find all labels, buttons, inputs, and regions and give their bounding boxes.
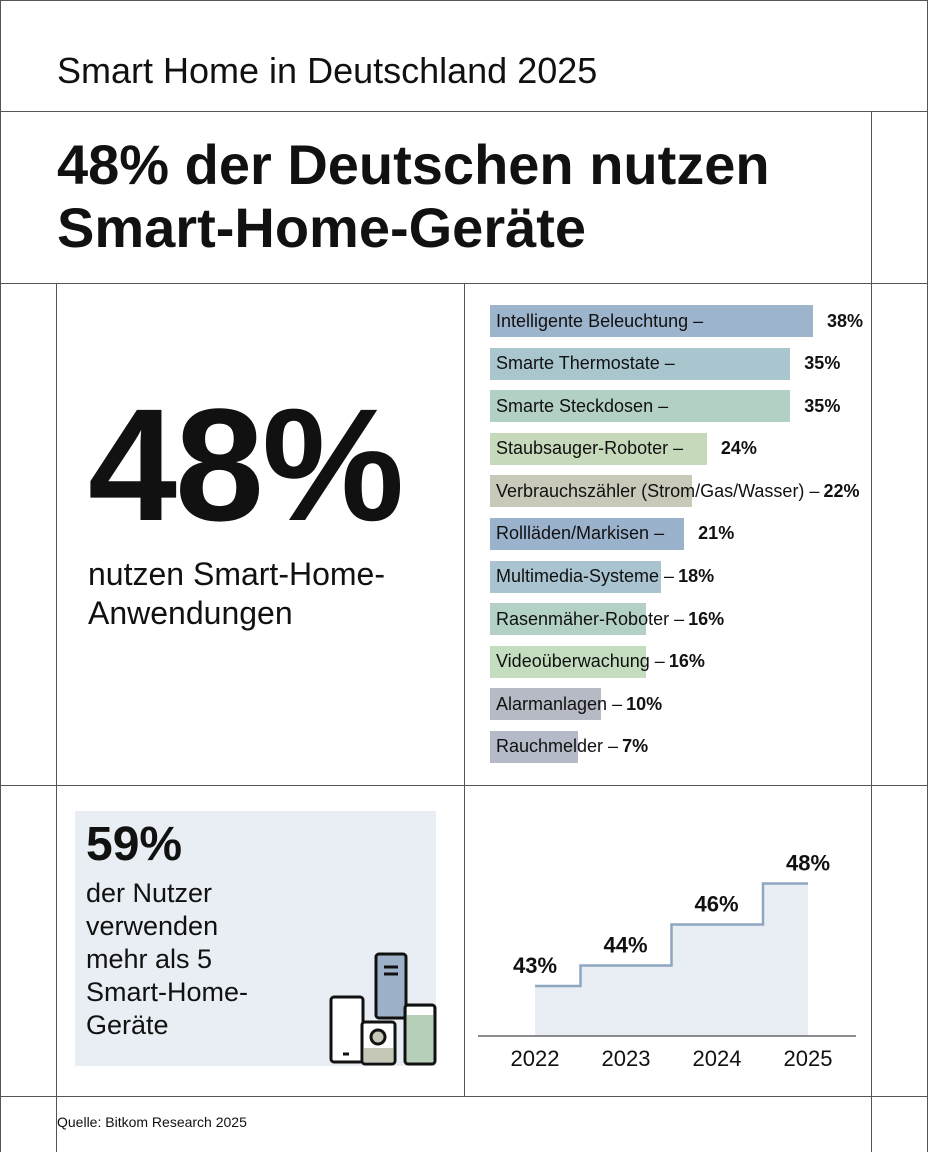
bar xyxy=(490,305,814,337)
divider xyxy=(0,0,928,1)
bar-value: 35% xyxy=(804,353,841,374)
bar-row: Verbrauchszähler (Strom/Gas/Wasser) – 22… xyxy=(490,475,863,508)
adoption-step-chart: 2022 43% 2023 44% 2024 46% 2025 48% xyxy=(478,851,856,1071)
devices-caption: der Nutzer verwenden mehr als 5 Smart-Ho… xyxy=(86,878,249,1040)
bar-value: 22% xyxy=(823,480,860,501)
bar xyxy=(490,517,685,550)
x-tick-label: 2022 xyxy=(511,1046,560,1071)
bar-label: Rauchmelder – xyxy=(496,736,619,757)
bar-label: Rollläden/Markisen – xyxy=(496,523,665,544)
divider xyxy=(0,0,1,1152)
bar-label: Rasenmäher-Roboter – xyxy=(496,608,685,629)
bar-row: Multimedia-Systeme – 18% xyxy=(490,560,863,593)
divider xyxy=(0,1096,928,1097)
bar-row: Intelligente Beleuchtung – 38% xyxy=(490,305,863,337)
bar-row: Rauchmelder – 7% xyxy=(490,730,863,763)
bar-row: Rasenmäher-Roboter – 16% xyxy=(490,603,863,636)
bar xyxy=(490,560,662,593)
divider xyxy=(0,111,928,112)
x-tick-label: 2024 xyxy=(693,1046,742,1071)
data-label: 46% xyxy=(694,892,738,917)
bar xyxy=(490,645,647,678)
devices-value: 59% xyxy=(86,818,183,871)
kpi-caption-line: Anwendungen xyxy=(88,595,293,631)
bar-row: Smarte Thermostate – 35% xyxy=(490,347,863,380)
source-note: Quelle: Bitkom Research 2025 xyxy=(57,1114,247,1130)
bar-row: Rollläden/Markisen – 21% xyxy=(490,517,863,550)
bar xyxy=(490,603,647,636)
bar-value: 7% xyxy=(622,736,649,757)
page-title: Smart Home in Deutschland 2025 xyxy=(57,50,598,91)
bar-value: 10% xyxy=(626,693,663,714)
headline: 48% der Deutschen nutzen Smart-Home-Gerä… xyxy=(57,133,857,259)
bar-label: Multimedia-Systeme – xyxy=(496,566,675,587)
bar-value: 24% xyxy=(720,438,757,459)
step-line xyxy=(535,882,808,988)
x-tick-label: 2023 xyxy=(602,1046,651,1071)
bar-value: 18% xyxy=(678,566,715,587)
bar-value: 38% xyxy=(827,310,864,331)
bar xyxy=(490,432,707,465)
bar-value: 21% xyxy=(698,523,735,544)
headline-line: 48% der Deutschen nutzen xyxy=(57,133,770,196)
kpi-value: 48% xyxy=(88,375,404,554)
bar xyxy=(490,347,791,380)
divider xyxy=(871,111,872,1152)
kpi-caption: nutzen Smart-Home- Anwendungen xyxy=(88,555,385,633)
bar-label: Verbrauchszähler (Strom/Gas/Wasser) – xyxy=(496,480,820,501)
bar xyxy=(490,688,601,721)
bar-label: Staubsauger-Roboter – xyxy=(496,438,684,459)
data-label: 44% xyxy=(603,933,647,958)
bar-value: 16% xyxy=(688,608,725,629)
bar-row: Staubsauger-Roboter – 24% xyxy=(490,432,863,465)
device-usage-bar-chart: Intelligente Beleuchtung – 38% Smarte Th… xyxy=(490,305,863,774)
bar-label: Intelligente Beleuchtung – xyxy=(496,310,704,331)
bar xyxy=(490,475,692,508)
divider xyxy=(464,283,465,1096)
bar-value: 16% xyxy=(668,651,705,672)
divider xyxy=(56,283,57,1152)
bar-row: Videoüberwachung – 16% xyxy=(490,645,863,678)
data-label: 43% xyxy=(513,953,557,978)
headline-line: Smart-Home-Geräte xyxy=(57,196,587,259)
bar-label: Videoüberwachung – xyxy=(496,651,665,672)
kpi-caption-line: nutzen Smart-Home- xyxy=(88,556,385,592)
bar-row: Alarmanlagen – 10% xyxy=(490,688,863,721)
x-tick-label: 2025 xyxy=(784,1046,833,1071)
bar-label: Alarmanlagen – xyxy=(496,693,623,714)
data-label: 48% xyxy=(786,851,830,876)
bar-label: Smarte Steckdosen – xyxy=(496,395,669,416)
bar-value: 35% xyxy=(804,395,841,416)
bar-label: Smarte Thermostate – xyxy=(496,353,675,374)
devices-icon xyxy=(329,952,437,1066)
bar xyxy=(490,390,791,423)
bar-row: Smarte Steckdosen – 35% xyxy=(490,390,863,423)
bar xyxy=(490,730,579,763)
